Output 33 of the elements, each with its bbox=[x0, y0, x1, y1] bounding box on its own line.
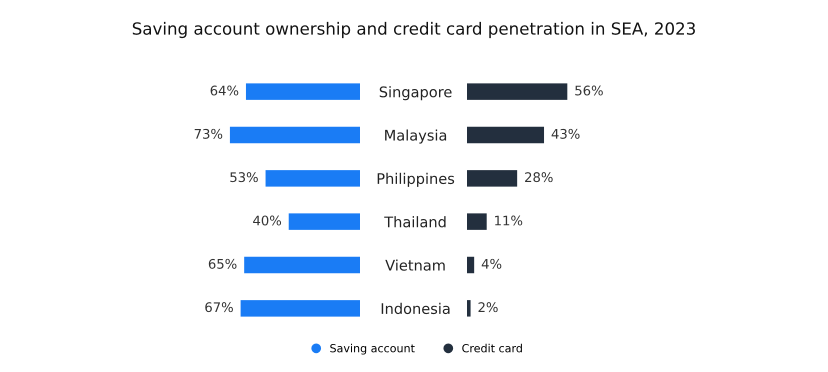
bar bbox=[244, 256, 360, 274]
bar bbox=[288, 213, 360, 230]
data-label: 28% bbox=[525, 172, 553, 182]
bar bbox=[467, 170, 518, 187]
data-label: 65% bbox=[208, 258, 236, 269]
data-label: 56% bbox=[575, 86, 603, 96]
y-tick-label: Malaysia bbox=[385, 129, 446, 144]
text: Saving account ownership and credit card penetration in SEA, 2023 bbox=[132, 22, 695, 38]
y-tick-label: Singapore bbox=[380, 86, 452, 100]
bar bbox=[266, 170, 360, 187]
data-label: 2% bbox=[478, 302, 498, 312]
bar bbox=[467, 256, 474, 274]
bar bbox=[230, 126, 360, 144]
data-label: 43% bbox=[552, 128, 580, 139]
bar bbox=[246, 83, 360, 100]
y-tick-label: Vietnam bbox=[385, 259, 445, 271]
data-label: 64% bbox=[210, 86, 238, 96]
bar bbox=[467, 83, 568, 100]
y-tick-label: Philippines bbox=[378, 172, 454, 187]
y-tick-label: Thailand bbox=[384, 216, 446, 228]
legend-label: Saving account bbox=[330, 344, 415, 355]
bar bbox=[467, 213, 487, 230]
data-label: 11% bbox=[495, 216, 522, 226]
data-label: 40% bbox=[253, 216, 282, 226]
bar bbox=[467, 300, 471, 317]
data-label: 73% bbox=[194, 128, 222, 139]
data-label: 67% bbox=[205, 302, 233, 312]
bar bbox=[240, 300, 360, 317]
y-tick-label: Indonesia bbox=[382, 302, 450, 314]
legend-label: Credit card bbox=[462, 344, 522, 352]
data-label: 53% bbox=[230, 172, 258, 182]
bar bbox=[467, 126, 544, 144]
data-label: 4% bbox=[482, 258, 502, 269]
